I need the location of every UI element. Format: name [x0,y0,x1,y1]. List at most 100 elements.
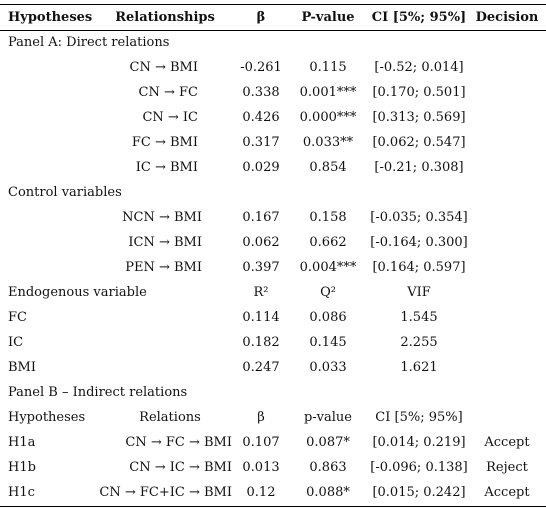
decision-cell: Accept [484,435,530,450]
beta-cell: 0.013 [242,460,280,475]
var-cell: BMI [8,360,36,375]
header-r2: R² [253,285,269,300]
panel-a-title: Panel A: Direct relations [8,35,170,50]
var-cell: FC [8,310,27,325]
top-rule [0,4,546,5]
table-row: H1c CN → FC+IC → BMI 0.12 0.088* [0.015;… [0,480,546,505]
endogenous-title: Endogenous variable [8,285,147,300]
beta-cell: 0.397 [242,260,280,275]
header-decision: Decision [475,10,539,25]
panel-b-header-hypotheses: Hypotheses [8,410,86,425]
ci-cell: [0.313; 0.569] [372,110,466,125]
relation-cell: CN → BMI [129,60,198,75]
beta-cell: 0.062 [242,235,280,250]
ci-cell: [0.164; 0.597] [372,260,466,275]
ci-cell: [0.014; 0.219] [372,435,466,450]
decision-cell: Accept [484,485,530,500]
relation-cell: CN → FC [138,85,198,100]
panel-b-header-ci: CI [5%; 95%] [375,410,463,425]
table-row: H1b CN → IC → BMI 0.013 0.863 [-0.096; 0… [0,455,546,480]
pvalue-cell: 0.088* [306,485,350,500]
beta-cell: 0.12 [246,485,276,500]
relation-cell: CN → IC [142,110,198,125]
beta-cell: 0.338 [242,85,280,100]
hypothesis-cell: H1c [8,485,35,500]
beta-cell: 0.167 [242,210,280,225]
header-ci: CI [5%; 95%] [371,10,467,25]
ci-cell: [-0.096; 0.138] [370,460,468,475]
control-title: Control variables [8,185,122,200]
relation-cell: NCN → BMI [122,210,202,225]
bottom-rule [0,506,546,507]
table-row: H1a CN → FC → BMI 0.107 0.087* [0.014; 0… [0,430,546,455]
var-cell: IC [8,335,24,350]
ci-cell: [0.062; 0.547] [372,135,466,150]
control-title-row: Control variables [0,180,546,205]
header-vif: VIF [407,285,431,300]
header-hypotheses: Hypotheses [8,10,93,25]
table-row: PEN → BMI 0.397 0.004*** [0.164; 0.597] [0,255,546,280]
pvalue-cell: 0.158 [309,210,347,225]
r2-cell: 0.182 [242,335,280,350]
pvalue-cell: 0.000*** [299,110,357,125]
beta-cell: 0.426 [242,110,280,125]
pvalue-cell: 0.033** [302,135,354,150]
panel-a-title-row: Panel A: Direct relations [0,30,546,55]
beta-cell: 0.107 [242,435,280,450]
pvalue-cell: 0.087* [306,435,350,450]
hypothesis-cell: H1b [8,460,36,475]
pvalue-cell: 0.004*** [299,260,357,275]
beta-cell: 0.029 [242,160,280,175]
table-row: CN → BMI -0.261 0.115 [-0.52; 0.014] [0,55,546,80]
panel-b-title: Panel B – Indirect relations [8,385,188,400]
table-row: FC 0.114 0.086 1.545 [0,305,546,330]
panel-b-title-row: Panel B – Indirect relations [0,380,546,405]
table-header: Hypotheses Relationships β P-value CI [5… [0,5,546,30]
vif-cell: 1.545 [400,310,438,325]
q2-cell: 0.033 [309,360,347,375]
table-row: ICN → BMI 0.062 0.662 [-0.164; 0.300] [0,230,546,255]
relation-cell: CN → FC+IC → BMI [99,485,232,500]
relation-cell: IC → BMI [135,160,198,175]
q2-cell: 0.145 [309,335,347,350]
beta-cell: 0.317 [242,135,280,150]
decision-cell: Reject [486,460,528,475]
pvalue-cell: 0.863 [309,460,347,475]
q2-cell: 0.086 [309,310,347,325]
relation-cell: CN → FC → BMI [125,435,232,450]
relation-cell: FC → BMI [131,135,198,150]
header-relationships: Relationships [115,10,215,25]
relation-cell: ICN → BMI [128,235,202,250]
ci-cell: [-0.164; 0.300] [370,235,468,250]
hypothesis-cell: H1a [8,435,36,450]
pvalue-cell: 0.001*** [299,85,357,100]
ci-cell: [-0.035; 0.354] [370,210,468,225]
vif-cell: 1.621 [400,360,438,375]
table-row: CN → IC 0.426 0.000*** [0.313; 0.569] [0,105,546,130]
ci-cell: [0.170; 0.501] [372,85,466,100]
endogenous-header-row: Endogenous variable R² Q² VIF [0,280,546,305]
header-q2: Q² [320,285,336,300]
vif-cell: 2.255 [400,335,438,350]
panel-b-header-beta: β [257,410,265,425]
table-row: IC 0.182 0.145 2.255 [0,330,546,355]
panel-b-header: Hypotheses Relations β p-value CI [5%; 9… [0,405,546,430]
r2-cell: 0.114 [242,310,280,325]
panel-b-header-pvalue: p-value [303,410,353,425]
table-row: NCN → BMI 0.167 0.158 [-0.035; 0.354] [0,205,546,230]
table-row: IC → BMI 0.029 0.854 [-0.21; 0.308] [0,155,546,180]
pvalue-cell: 0.854 [309,160,347,175]
pvalue-cell: 0.115 [309,60,347,75]
r2-cell: 0.247 [242,360,280,375]
panel-b-header-relations: Relations [139,410,201,425]
relation-cell: CN → IC → BMI [129,460,232,475]
relation-cell: PEN → BMI [125,260,202,275]
table-row: CN → FC 0.338 0.001*** [0.170; 0.501] [0,80,546,105]
table-row: FC → BMI 0.317 0.033** [0.062; 0.547] [0,130,546,155]
header-rule [0,30,546,31]
table-row: BMI 0.247 0.033 1.621 [0,355,546,380]
header-beta: β [256,10,266,25]
ci-cell: [-0.52; 0.014] [374,60,464,75]
pvalue-cell: 0.662 [309,235,347,250]
